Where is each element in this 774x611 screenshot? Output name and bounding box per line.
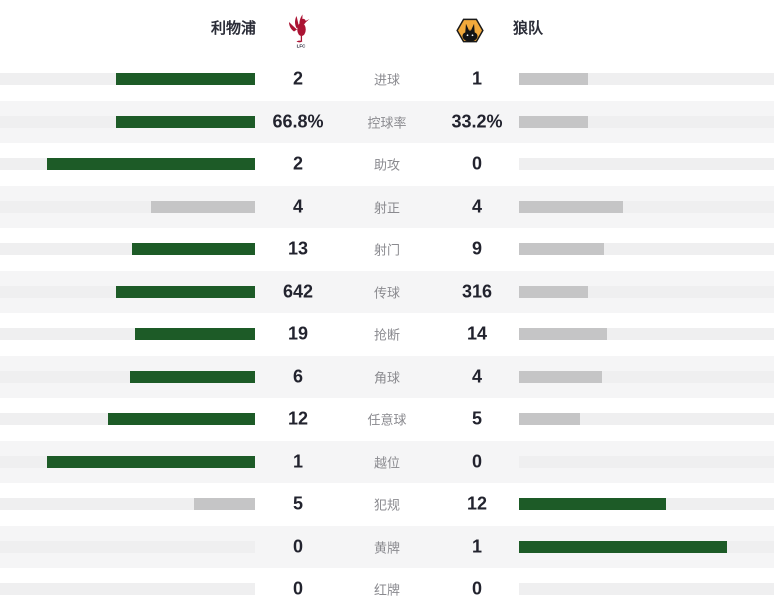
svg-text:LFC: LFC — [297, 44, 306, 49]
